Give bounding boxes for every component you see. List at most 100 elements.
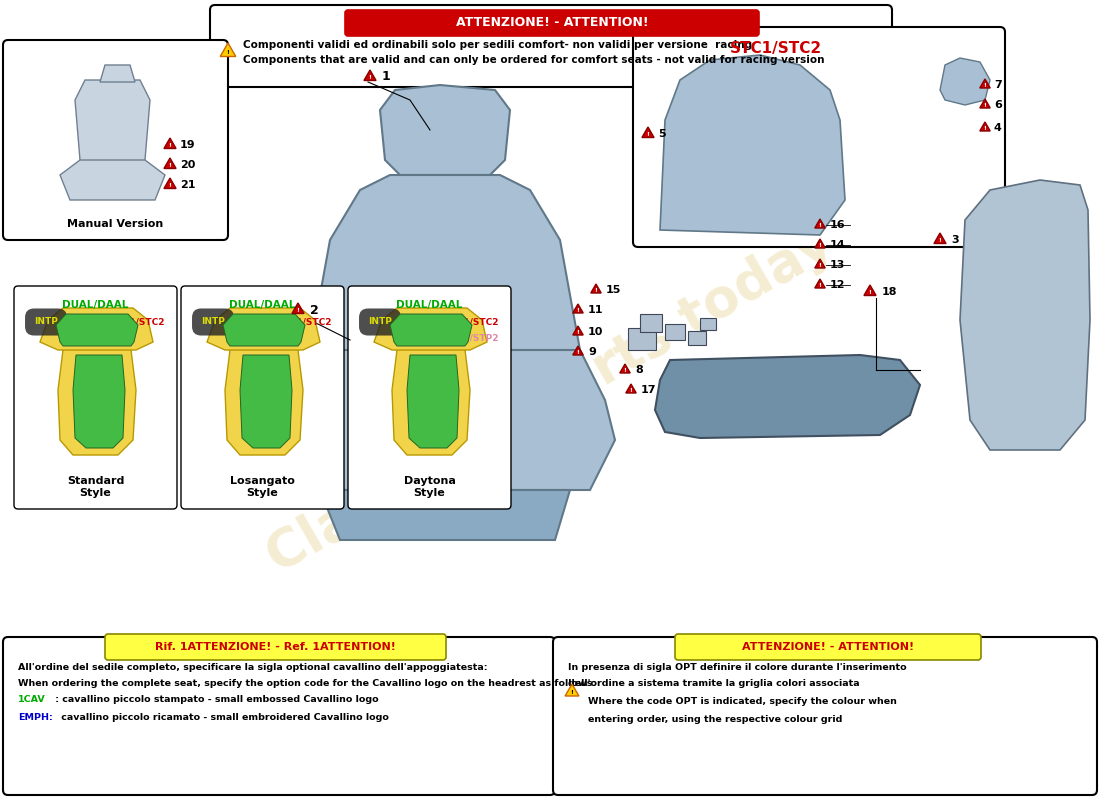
Text: !: ! (576, 308, 580, 313)
Text: !: ! (983, 82, 987, 88)
FancyBboxPatch shape (210, 5, 892, 87)
Text: Rif. 1ATTENZIONE! - Ref. 1ATTENTION!: Rif. 1ATTENZIONE! - Ref. 1ATTENTION! (155, 642, 395, 652)
Polygon shape (207, 308, 320, 350)
Polygon shape (980, 79, 990, 88)
Text: dell'ordine a sistema tramite la griglia colori associata: dell'ordine a sistema tramite la griglia… (568, 679, 859, 689)
Text: 6: 6 (994, 100, 1002, 110)
Text: !: ! (168, 183, 172, 188)
Text: ATTENZIONE! - ATTENTION!: ATTENZIONE! - ATTENTION! (741, 642, 914, 652)
Polygon shape (591, 284, 602, 293)
Text: 4: 4 (994, 123, 1002, 133)
Text: STC1/STC2: STC1/STC2 (730, 41, 822, 55)
Text: !: ! (368, 75, 372, 80)
Polygon shape (364, 70, 376, 81)
Polygon shape (940, 58, 990, 105)
FancyBboxPatch shape (345, 10, 759, 36)
Polygon shape (60, 160, 165, 200)
Polygon shape (75, 80, 150, 180)
Text: Manual Version: Manual Version (67, 219, 163, 229)
Text: Standard
Style: Standard Style (67, 476, 124, 498)
Text: 12: 12 (830, 280, 846, 290)
Polygon shape (270, 350, 615, 490)
Text: entering order, using the respective colour grid: entering order, using the respective col… (588, 715, 843, 725)
Polygon shape (390, 314, 472, 346)
Polygon shape (374, 308, 487, 350)
Text: !: ! (869, 290, 871, 295)
Polygon shape (73, 355, 125, 448)
FancyBboxPatch shape (553, 637, 1097, 795)
Text: !: ! (168, 163, 172, 168)
Text: !: ! (595, 288, 597, 293)
Polygon shape (642, 127, 654, 138)
Polygon shape (379, 85, 510, 175)
Bar (666, 324, 685, 340)
Text: ATTENZIONE! - ATTENTION!: ATTENZIONE! - ATTENTION! (455, 17, 648, 30)
Text: INTP: INTP (201, 318, 224, 326)
Text: 7: 7 (994, 80, 1002, 90)
Bar (628, 328, 656, 350)
Polygon shape (164, 158, 176, 169)
Text: !: ! (576, 330, 580, 334)
Text: 10: 10 (588, 327, 604, 337)
Polygon shape (223, 314, 305, 346)
Polygon shape (310, 175, 580, 410)
Text: !: ! (983, 102, 987, 108)
Text: 1CAV: 1CAV (18, 695, 46, 705)
Text: 15: 15 (606, 285, 621, 295)
Text: !: ! (227, 50, 230, 55)
Polygon shape (240, 355, 292, 448)
Text: cavallino piccolo ricamato - small embroidered Cavallino logo: cavallino piccolo ricamato - small embro… (58, 714, 389, 722)
Text: !: ! (818, 222, 822, 228)
Polygon shape (573, 326, 583, 335)
Text: All'ordine del sedile completo, specificare la sigla optional cavallino dell'app: All'ordine del sedile completo, specific… (18, 663, 487, 673)
Text: Componenti validi ed ordinabili solo per sedili comfort- non validi per versione: Componenti validi ed ordinabili solo per… (243, 40, 752, 50)
Text: STC1/STC2: STC1/STC2 (111, 318, 165, 326)
Text: INTP: INTP (368, 318, 392, 326)
Polygon shape (226, 340, 303, 455)
Text: Classic or Parts today: Classic or Parts today (258, 217, 842, 583)
Polygon shape (934, 233, 946, 243)
Polygon shape (864, 285, 876, 295)
Text: 1: 1 (382, 70, 390, 83)
Text: !: ! (576, 350, 580, 355)
FancyBboxPatch shape (3, 40, 228, 240)
Text: STC1/STC2: STC1/STC2 (444, 318, 499, 326)
Text: : cavallino piccolo stampato - small embossed Cavallino logo: : cavallino piccolo stampato - small emb… (52, 695, 378, 705)
Text: !: ! (647, 132, 649, 137)
Polygon shape (164, 138, 176, 149)
FancyBboxPatch shape (182, 286, 344, 509)
Polygon shape (619, 364, 630, 373)
Text: 20: 20 (180, 160, 196, 170)
Text: Daytona
Style: Daytona Style (404, 476, 455, 498)
Polygon shape (164, 178, 176, 189)
Polygon shape (573, 304, 583, 313)
Polygon shape (220, 43, 235, 57)
Text: !: ! (168, 143, 172, 148)
FancyBboxPatch shape (14, 286, 177, 509)
Text: STP1/STP2: STP1/STP2 (444, 334, 499, 342)
Polygon shape (815, 279, 825, 288)
Bar (700, 318, 716, 330)
Text: INTP: INTP (34, 318, 58, 326)
FancyBboxPatch shape (675, 634, 981, 660)
Text: 13: 13 (830, 260, 846, 270)
Text: !: ! (629, 388, 632, 393)
Polygon shape (654, 355, 920, 438)
Text: DUAL/DAAL: DUAL/DAAL (229, 300, 296, 310)
Text: 14: 14 (830, 240, 846, 250)
Bar (688, 331, 706, 345)
Text: 16: 16 (830, 220, 846, 230)
Text: !: ! (818, 262, 822, 268)
Text: 8: 8 (635, 365, 642, 375)
Text: 5: 5 (658, 129, 666, 139)
Polygon shape (58, 340, 136, 455)
Polygon shape (565, 684, 579, 696)
Polygon shape (626, 384, 636, 393)
FancyBboxPatch shape (632, 27, 1005, 247)
Polygon shape (815, 259, 825, 268)
Text: 3: 3 (952, 235, 958, 245)
Polygon shape (815, 239, 825, 248)
Polygon shape (980, 122, 990, 131)
Text: 2: 2 (310, 303, 319, 317)
Text: Where the code OPT is indicated, specify the colour when: Where the code OPT is indicated, specify… (588, 698, 896, 706)
